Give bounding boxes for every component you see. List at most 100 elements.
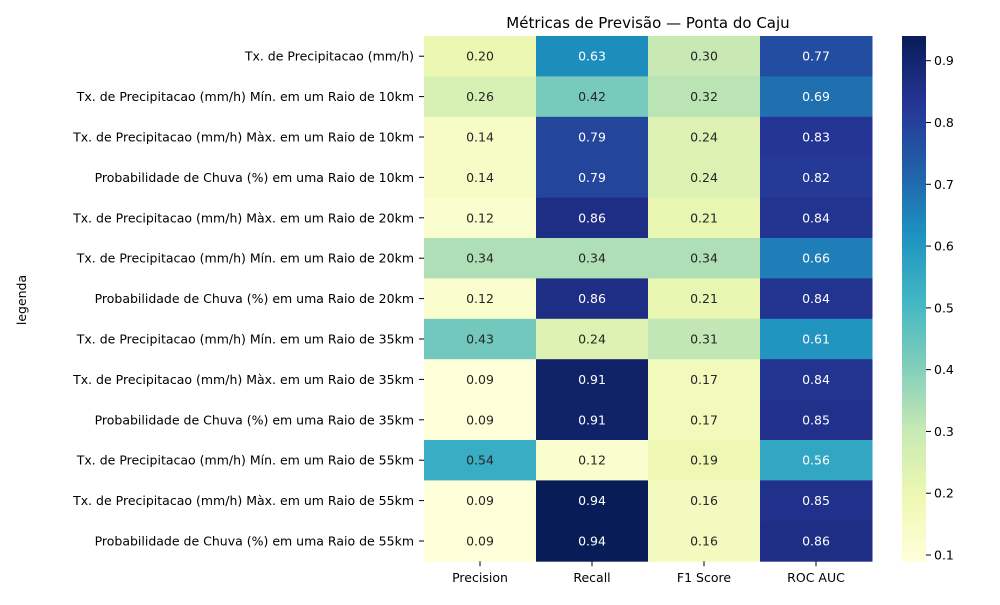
- heatmap-cell: [536, 399, 649, 441]
- heatmap-cell: [648, 440, 761, 481]
- heatmap-cells: 0.20 0.63 0.30 0.77 0.26 0.42 0.32 0.69 0.14 0.79…: [424, 36, 873, 562]
- colorbar-segment: [902, 460, 926, 466]
- colorbar-segment: [902, 333, 926, 339]
- colorbar-segment: [902, 75, 926, 81]
- colorbar-segment: [902, 202, 926, 208]
- cell-value-label: 0.20: [466, 49, 494, 64]
- colorbar-segment: [902, 403, 926, 409]
- cell-value-label: 0.56: [802, 453, 830, 468]
- heatmap-cell: [536, 318, 649, 360]
- cell-value-label: 0.34: [690, 251, 718, 266]
- cell-value-label: 0.54: [466, 453, 494, 468]
- colorbar-segment: [902, 88, 926, 94]
- colorbar-segment: [902, 443, 926, 449]
- colorbar-tick-label: 0.4: [934, 362, 954, 377]
- colorbar-segment: [902, 197, 926, 203]
- colorbar-segment: [902, 79, 926, 85]
- colorbar-tick-label: 0.1: [934, 548, 954, 563]
- colorbar-segment: [902, 298, 926, 304]
- heatmap-cell: [648, 399, 761, 441]
- colorbar-segment: [902, 294, 926, 300]
- cell-value-label: 0.91: [578, 372, 606, 387]
- colorbar-segment: [902, 49, 926, 55]
- cell-value-label: 0.17: [690, 372, 718, 387]
- colorbar-segment: [902, 355, 926, 361]
- colorbar-segment: [902, 342, 926, 348]
- colorbar-segment: [902, 337, 926, 343]
- colorbar-segment: [902, 534, 926, 540]
- x-tick-label: F1 Score: [677, 570, 731, 585]
- cell-value-label: 0.21: [690, 291, 718, 306]
- y-tick-label: Probabilidade de Chuva (%) em uma Raio d…: [95, 170, 414, 185]
- y-tick-label: Tx. de Precipitacao (mm/h) Mín. em um Ra…: [76, 453, 414, 468]
- y-tick-label: Tx. de Precipitacao (mm/h) Màx. em um Ra…: [72, 130, 414, 145]
- colorbar-segment: [902, 180, 926, 186]
- cell-value-label: 0.09: [466, 412, 494, 427]
- colorbar-segment: [902, 110, 926, 116]
- cell-value-label: 0.84: [802, 291, 830, 306]
- colorbar-segment: [902, 193, 926, 199]
- colorbar-segment: [902, 539, 926, 545]
- colorbar-segment: [902, 513, 926, 519]
- heatmap-cell: [760, 440, 873, 481]
- cell-value-label: 0.24: [578, 332, 606, 347]
- heatmap-cell: [424, 520, 537, 562]
- heatmap-cell: [648, 157, 761, 199]
- colorbar-segment: [902, 517, 926, 523]
- colorbar-segment: [902, 429, 926, 435]
- colorbar-segment: [902, 373, 926, 378]
- heatmap-cell: [536, 157, 649, 199]
- cell-value-label: 0.79: [578, 130, 606, 145]
- colorbar-segment: [902, 307, 926, 313]
- cell-value-label: 0.83: [802, 130, 830, 145]
- colorbar-segment: [902, 302, 926, 308]
- cell-value-label: 0.34: [466, 251, 494, 266]
- y-tick-label: Probabilidade de Chuva (%) em uma Raio d…: [95, 534, 414, 549]
- heatmap-cell: [536, 238, 649, 279]
- heatmap-cell: [648, 238, 761, 279]
- colorbar-segment: [902, 189, 926, 195]
- colorbar-segment: [902, 132, 926, 138]
- cell-value-label: 0.94: [578, 534, 606, 549]
- colorbar-segment: [902, 399, 926, 405]
- colorbar-segment: [902, 101, 926, 107]
- colorbar-segment: [902, 184, 926, 190]
- colorbar-segment: [902, 211, 926, 217]
- cell-value-label: 0.79: [578, 170, 606, 185]
- y-tick-label: Tx. de Precipitacao (mm/h) Màx. em um Ra…: [72, 493, 414, 508]
- colorbar-segment: [902, 167, 926, 173]
- colorbar-segment: [902, 149, 926, 155]
- colorbar-segment: [902, 232, 926, 238]
- cell-value-label: 0.26: [466, 89, 494, 104]
- cell-value-label: 0.84: [802, 372, 830, 387]
- x-tick-labels: Precision Recall F1 Score ROC AUC: [452, 561, 845, 585]
- heatmap-cell: [760, 157, 873, 199]
- colorbar-segment: [902, 272, 926, 278]
- colorbar-segment: [902, 390, 926, 396]
- colorbar-segment: [902, 377, 926, 383]
- cell-value-label: 0.34: [578, 251, 606, 266]
- heatmap-cell: [760, 399, 873, 441]
- heatmap-cell: [648, 36, 761, 77]
- heatmap-cell: [648, 116, 761, 158]
- heatmap-cell: [648, 278, 761, 320]
- cell-value-label: 0.21: [690, 210, 718, 225]
- colorbar-segment: [902, 219, 926, 225]
- colorbar-segment: [902, 499, 926, 505]
- cell-value-label: 0.61: [802, 332, 830, 347]
- chart-title: Métricas de Previsão — Ponta do Caju: [506, 14, 789, 32]
- colorbar-segment: [902, 316, 926, 322]
- heatmap-cell: [760, 318, 873, 360]
- heatmap-cell: [536, 76, 649, 118]
- cell-value-label: 0.16: [690, 493, 718, 508]
- colorbar-segment: [902, 127, 926, 133]
- colorbar-tick-label: 0.2: [934, 486, 954, 501]
- y-axis-label: legenda: [14, 275, 29, 325]
- heatmap-cell: [536, 359, 649, 401]
- x-tick-label: ROC AUC: [787, 570, 845, 585]
- colorbar-segment: [902, 267, 926, 273]
- y-tick-label: Tx. de Precipitacao (mm/h) Mín. em um Ra…: [76, 89, 414, 104]
- cell-value-label: 0.86: [802, 534, 830, 549]
